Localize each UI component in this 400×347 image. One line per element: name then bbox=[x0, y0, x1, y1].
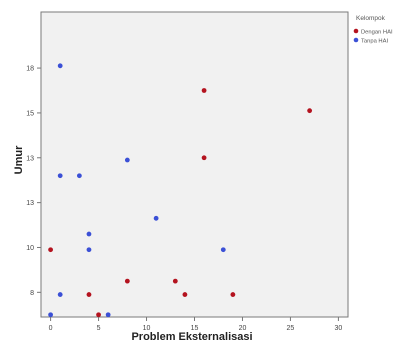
data-point-dengan-hai bbox=[124, 278, 130, 284]
plot-area bbox=[40, 11, 349, 318]
data-point-tanpa-hai bbox=[48, 312, 53, 318]
data-point-tanpa-hai bbox=[57, 173, 63, 179]
y-tick-label: 13 bbox=[26, 200, 34, 207]
data-point-dengan-hai bbox=[86, 292, 92, 297]
data-point-dengan-hai bbox=[307, 108, 313, 114]
data-point-dengan-hai bbox=[201, 88, 207, 93]
data-point-dengan-hai bbox=[172, 278, 178, 284]
data-point-tanpa-hai bbox=[124, 157, 130, 163]
x-tick-label: 0 bbox=[49, 325, 53, 332]
data-point-tanpa-hai bbox=[86, 247, 92, 253]
data-point-tanpa-hai bbox=[105, 312, 111, 318]
legend-label-tanpa-hai: Tanpa HAI bbox=[361, 38, 388, 44]
plot-area-group bbox=[40, 11, 349, 318]
data-point-tanpa-hai bbox=[76, 173, 82, 179]
data-point-dengan-hai bbox=[182, 292, 188, 297]
x-tick-label: 10 bbox=[143, 325, 151, 332]
x-axis-ticks: 0 5 10 15 20 25 30 bbox=[49, 317, 343, 332]
x-tick-label: 30 bbox=[335, 325, 343, 332]
legend-title: Kelompok bbox=[356, 15, 386, 22]
legend-marker-dengan-hai bbox=[353, 28, 359, 34]
y-tick-label: 15 bbox=[26, 110, 34, 117]
y-tick-label: 18 bbox=[26, 66, 34, 73]
data-point-tanpa-hai bbox=[153, 215, 159, 221]
data-points bbox=[48, 63, 313, 318]
legend: Kelompok Dengan HAI Tanpa HAI bbox=[353, 15, 393, 44]
data-point-dengan-hai bbox=[201, 155, 207, 161]
data-point-tanpa-hai bbox=[86, 231, 92, 237]
data-point-dengan-hai bbox=[48, 247, 53, 253]
data-point-tanpa-hai bbox=[57, 63, 63, 69]
x-tick-label: 5 bbox=[97, 325, 101, 332]
x-tick-label: 15 bbox=[191, 325, 199, 332]
legend-label-dengan-hai: Dengan HAI bbox=[361, 29, 393, 35]
y-tick-label: 10 bbox=[26, 245, 34, 252]
y-tick-label: 8 bbox=[30, 290, 34, 297]
legend-marker-tanpa-hai bbox=[353, 37, 359, 43]
data-point-dengan-hai bbox=[230, 292, 236, 297]
y-axis-ticks: 8 10 13 13 15 18 bbox=[26, 66, 41, 297]
x-tick-label: 20 bbox=[239, 325, 247, 332]
x-axis-label: Problem Eksternalisasi bbox=[131, 331, 252, 343]
y-axis-label: Umur bbox=[13, 145, 25, 174]
y-tick-label: 13 bbox=[26, 155, 34, 162]
x-tick-label: 25 bbox=[287, 325, 295, 332]
data-point-dengan-hai bbox=[96, 312, 101, 318]
data-point-tanpa-hai bbox=[220, 247, 226, 253]
data-point-tanpa-hai bbox=[57, 292, 63, 297]
